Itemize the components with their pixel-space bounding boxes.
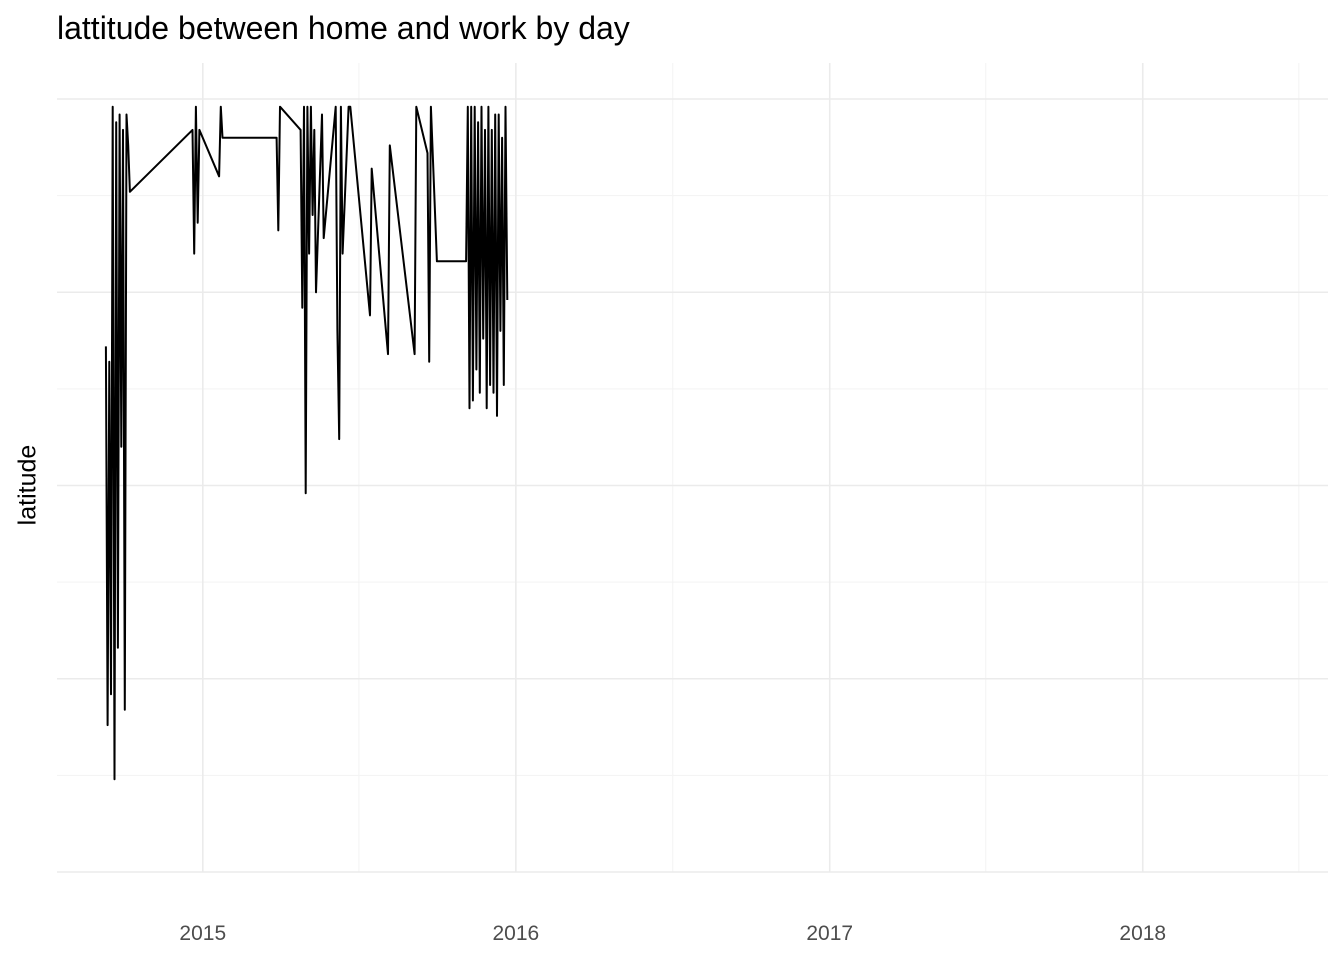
series-line — [104, 105, 509, 781]
x-tick-label: 2015 — [179, 922, 226, 945]
chart-title: lattitude between home and work by day — [57, 10, 630, 46]
x-tick-label: 2018 — [1119, 922, 1166, 945]
grid-major — [57, 63, 1328, 873]
x-tick-label: 2017 — [806, 922, 853, 945]
x-axis-ticks: 2015 2016 2017 2018 — [179, 922, 1166, 945]
grid-minor — [57, 63, 1328, 872]
x-tick-label: 2016 — [492, 922, 539, 945]
